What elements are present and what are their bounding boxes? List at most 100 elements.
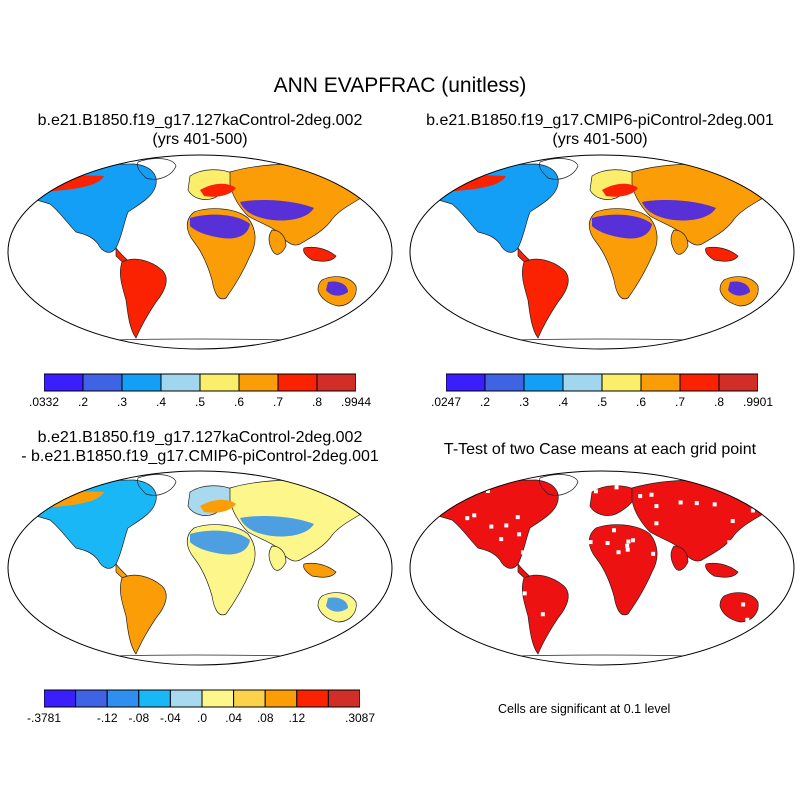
- panel-title-case2: b.e21.B1850.f19_g17.CMIP6-piControl-2deg…: [400, 111, 800, 149]
- colorbar-tick-label: .2: [77, 395, 89, 409]
- colorbar-box: [277, 373, 318, 392]
- field-region: [190, 530, 250, 555]
- land-region: [670, 229, 689, 255]
- nonsignificant-cell: [614, 485, 619, 490]
- colorbar-box: [679, 373, 720, 392]
- nonsignificant-cell: [649, 492, 654, 497]
- nonsignificant-cell: [499, 537, 504, 542]
- colorbar-box: [523, 373, 564, 392]
- map-case1: [7, 154, 393, 350]
- significance-note: Cells are significant at 0.1 level: [498, 702, 671, 716]
- colorbar-box: [138, 689, 171, 708]
- nonsignificant-cell: [745, 617, 750, 622]
- nonsignificant-cell: [468, 593, 473, 598]
- land-region: [120, 574, 167, 655]
- nonsignificant-cell: [616, 550, 621, 555]
- nonsignificant-cell: [517, 589, 522, 594]
- map-diff: [7, 470, 393, 666]
- nonsignificant-cell: [485, 489, 490, 494]
- colorbar-tick-label: .8: [311, 395, 323, 409]
- nonsignificant-cell: [483, 619, 488, 624]
- panel-title-ttest-line1: T-Test of two Case means at each grid po…: [443, 441, 757, 458]
- field-region: [200, 183, 236, 197]
- nonsignificant-cell: [540, 612, 545, 617]
- nonsignificant-cell: [478, 590, 483, 595]
- nonsignificant-cell: [734, 576, 739, 581]
- nonsignificant-cell: [516, 615, 521, 620]
- colorbar-box: [327, 689, 360, 708]
- colorbar-box: [199, 373, 240, 392]
- nonsignificant-cell: [730, 519, 735, 524]
- colorbar-tick-label: .3: [518, 395, 530, 409]
- nonsignificant-cell: [521, 550, 526, 555]
- panel-title-diff: b.e21.B1850.f19_g17.127kaControl-2deg.00…: [0, 428, 400, 466]
- nonsignificant-cell: [680, 571, 685, 576]
- nonsignificant-cell: [641, 598, 646, 603]
- nonsignificant-cell: [472, 513, 477, 518]
- colorbar-box: [446, 373, 486, 392]
- land-region: [670, 545, 689, 571]
- colorbar-tick-label: .9901: [742, 395, 774, 409]
- colorbar-tick-label: .3087: [344, 711, 376, 725]
- land-region: [120, 258, 167, 339]
- nonsignificant-cell: [434, 503, 439, 508]
- colorbar-tick-label: -.08: [128, 711, 150, 725]
- colorbar-tick-label: .8: [713, 395, 725, 409]
- land-region: [705, 562, 739, 578]
- colorbar-case2-labels: .0247 .2 .3 .4 .5 .6 .7 .8 .9901: [431, 395, 773, 411]
- field-region: [728, 281, 750, 296]
- panel-title-diff-line1: b.e21.B1850.f19_g17.127kaControl-2deg.00…: [37, 429, 363, 446]
- nonsignificant-cell: [588, 540, 593, 545]
- colorbar-box: [601, 373, 642, 392]
- colorbar-diff: [44, 689, 360, 708]
- colorbar-tick-label: -.04: [160, 711, 181, 725]
- map-border: [7, 154, 393, 350]
- colorbar-tick-label: .0332: [28, 395, 60, 409]
- nonsignificant-cell: [611, 620, 616, 625]
- nonsignificant-cell: [504, 598, 509, 603]
- nonsignificant-cell: [452, 605, 457, 610]
- colorbar-tick-label: .04: [225, 711, 242, 725]
- field-region: [240, 516, 314, 537]
- colorbar-tick-label: .9944: [340, 395, 372, 409]
- colorbar-tick-label: .5: [194, 395, 206, 409]
- field-region: [200, 499, 236, 513]
- nonsignificant-cell: [631, 538, 636, 543]
- colorbar-tick-label: -.12: [96, 711, 118, 725]
- colorbar-diff-labels: -.3781 -.12 -.08 -.04 .0 .04 .08 .12 .3087: [27, 711, 375, 727]
- land-region: [588, 524, 658, 616]
- land-region: [522, 258, 569, 339]
- map-border: [409, 154, 795, 350]
- land-region: [268, 545, 287, 571]
- nonsignificant-cell: [592, 560, 597, 565]
- nonsignificant-cell: [504, 523, 509, 528]
- field-region: [602, 183, 638, 197]
- colorbar-box: [44, 373, 84, 392]
- nonsignificant-cell: [515, 515, 520, 520]
- coastline: [137, 158, 177, 180]
- map-case2: [409, 154, 795, 350]
- colorbar-tick-label: .0247: [430, 395, 462, 409]
- nonsignificant-cell: [575, 534, 580, 539]
- nonsignificant-cell: [659, 585, 664, 590]
- nonsignificant-cell: [456, 620, 461, 625]
- nonsignificant-cell: [595, 580, 600, 585]
- colorbar-box: [316, 373, 356, 392]
- land-region: [705, 246, 739, 262]
- map-border: [409, 470, 795, 666]
- nonsignificant-cell: [741, 602, 746, 607]
- field-region: [642, 200, 716, 221]
- nonsignificant-cell: [605, 541, 610, 546]
- colorbar-tick-label: .6: [635, 395, 647, 409]
- colorbar-case2: [446, 373, 758, 392]
- nonsignificant-cell: [608, 598, 613, 603]
- nonsignificant-cell: [657, 572, 662, 577]
- colorbar-box: [484, 373, 525, 392]
- coastline: [137, 474, 177, 496]
- map-border: [7, 470, 393, 666]
- colorbar-tick-label: -.3781: [26, 711, 62, 725]
- colorbar-box: [169, 689, 203, 708]
- colorbar-box: [264, 689, 298, 708]
- colorbar-box: [296, 689, 329, 708]
- nonsignificant-cell: [579, 585, 584, 590]
